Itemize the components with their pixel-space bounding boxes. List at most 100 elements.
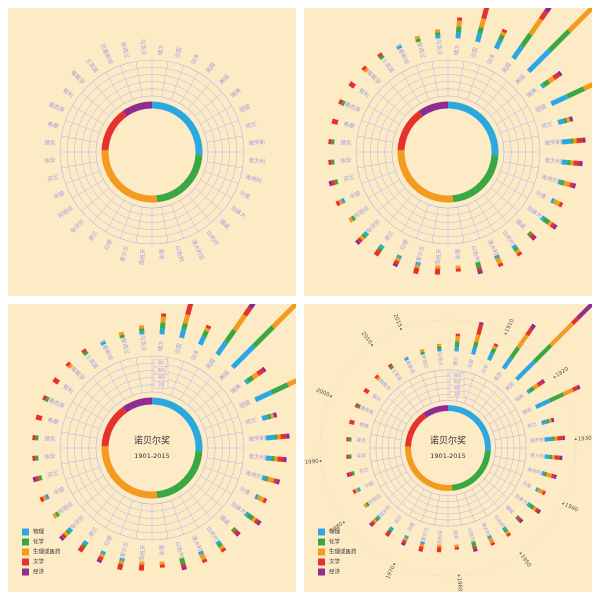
bar-segment: [437, 544, 441, 547]
year-tick: [343, 521, 345, 523]
legend-swatch: [22, 539, 29, 546]
year-tick: [320, 460, 322, 462]
bar-segment: [139, 331, 144, 334]
bar-segment: [159, 328, 165, 334]
year-label: 1930: [578, 436, 593, 443]
legend-swatch: [22, 549, 29, 556]
bar-segment: [455, 265, 460, 268]
legend-swatch: [22, 529, 29, 536]
bar-segment: [274, 456, 277, 461]
bar-segment: [573, 160, 579, 166]
year-tick: [330, 395, 332, 397]
bar-segment: [328, 160, 331, 165]
bar-segment: [570, 160, 573, 165]
bar-segment: [265, 455, 271, 461]
panel: 20406080瑞士法国日本英国美国瑞典德国荷兰俄罗斯意大利奥地利丹麦加拿大挪威…: [8, 272, 328, 592]
year-tick: [393, 563, 395, 565]
bar-segment: [579, 161, 582, 166]
bar-segment: [435, 35, 440, 38]
bar-segment: [561, 159, 567, 165]
year-tick: [554, 376, 556, 378]
y-tick-label: 80: [158, 361, 164, 367]
bar-segment: [277, 434, 280, 439]
legend-label: 经济: [33, 568, 45, 576]
bar-segment: [331, 159, 334, 164]
legend-label: 生理或医药: [329, 548, 357, 556]
y-tick-label: 40: [158, 375, 164, 381]
bar-segment: [456, 268, 461, 271]
bar-segment: [159, 561, 164, 564]
bar-segment: [160, 322, 166, 328]
year-label: 1960: [456, 577, 463, 592]
bar-segment: [265, 435, 274, 441]
year-tick: [520, 552, 522, 554]
bar-segment: [283, 457, 286, 462]
panel: 瑞士法国日本英国美国瑞典德国荷兰俄罗斯意大利奥地利丹麦加拿大挪威比利时澳大利亚以…: [304, 0, 600, 296]
bar-segment: [139, 561, 144, 564]
bar-segment: [557, 436, 562, 441]
bar-segment: [455, 32, 461, 38]
bar-segment: [576, 138, 582, 144]
bar-segment: [555, 455, 560, 460]
bar-segment: [435, 265, 440, 268]
bar-segment: [552, 455, 555, 459]
bar-segment: [573, 138, 576, 143]
bar-segment: [454, 544, 458, 547]
bar-segment: [437, 547, 442, 552]
bar-segment: [567, 160, 570, 165]
legend-label: 文学: [329, 558, 341, 566]
bar-segment: [286, 433, 289, 438]
bar-segment: [582, 137, 585, 142]
bar-segment: [457, 17, 462, 20]
year-tick: [400, 328, 402, 330]
legend-label: 文学: [33, 558, 45, 566]
bar-segment: [454, 346, 459, 351]
bar-segment: [349, 454, 352, 458]
legend-swatch: [318, 539, 325, 546]
bar-segment: [271, 456, 274, 461]
bar-segment: [32, 456, 35, 461]
panel-background: [8, 8, 296, 296]
bar-segment: [456, 26, 462, 32]
bar-segment: [32, 435, 35, 440]
bar-segment: [328, 139, 331, 144]
center-title: 诺贝尔奖: [134, 435, 170, 447]
bar-segment: [561, 139, 570, 145]
bar-segment: [455, 336, 460, 341]
bar-segment: [346, 455, 349, 459]
bar-segment: [346, 437, 349, 441]
center-subtitle: 1901-2015: [430, 452, 465, 460]
legend-label: 化学: [329, 538, 341, 546]
bar-segment: [435, 29, 440, 32]
bar-segment: [139, 328, 144, 331]
bar-segment: [139, 564, 145, 570]
bar-segment: [274, 435, 277, 440]
bar-segment: [437, 349, 441, 352]
bar-segment: [435, 32, 440, 35]
bar-segment: [549, 455, 552, 459]
bar-segment: [552, 437, 555, 441]
bar-segment: [555, 436, 558, 440]
bar-segment: [35, 455, 38, 460]
legend-swatch: [318, 529, 325, 536]
bar-segment: [455, 341, 460, 346]
bar-segment: [570, 139, 573, 144]
bar-segment: [484, 4, 490, 8]
year-tick: [458, 575, 460, 577]
y-tick-label: 80: [454, 373, 460, 379]
bar-segment: [277, 456, 283, 462]
bar-segment: [160, 316, 166, 322]
bar-segment: [562, 436, 565, 440]
year-tick: [505, 333, 507, 335]
bar-segment: [437, 344, 441, 347]
year-tick: [371, 344, 373, 346]
panel: 20406080瑞士法国日本英国美国瑞典德国荷兰俄罗斯意大利奥地利丹麦加拿大挪威…: [304, 299, 597, 593]
bar-segment: [560, 456, 563, 460]
panel: 瑞士法国日本英国美国瑞典德国荷兰俄罗斯意大利奥地利丹麦加拿大挪威比利时澳大利亚以…: [8, 8, 296, 296]
bar-segment: [456, 20, 462, 26]
bar-segment: [544, 454, 549, 459]
year-tick: [562, 503, 564, 505]
bar-segment: [280, 434, 286, 440]
bar-segment: [160, 564, 165, 567]
bar-segment: [594, 79, 600, 86]
